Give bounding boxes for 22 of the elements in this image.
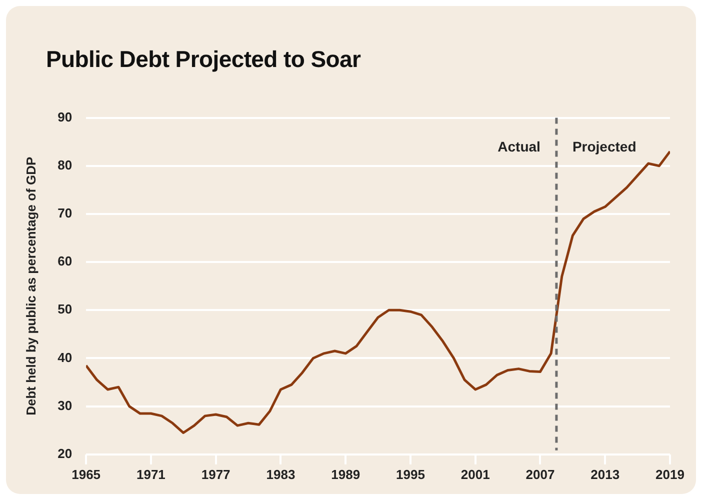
x-tick-label: 2019 — [656, 466, 684, 482]
y-tick-label: 40 — [58, 350, 72, 365]
y-tick-label: 20 — [58, 446, 72, 461]
x-tick-label: 1971 — [136, 466, 166, 482]
x-tick-label: 1995 — [396, 466, 425, 482]
y-axis-title: Debt held by public as percentage of GDP — [23, 156, 38, 416]
chart-title: Public Debt Projected to Soar — [46, 46, 361, 73]
y-tick-label: 30 — [58, 398, 72, 413]
x-tick-label: 1989 — [331, 466, 360, 482]
y-tick-label: 80 — [58, 157, 72, 172]
annotation: Projected — [572, 138, 636, 155]
x-tick-label: 2007 — [526, 466, 555, 482]
x-tick-label: 1965 — [72, 466, 101, 482]
x-tick-label: 1983 — [266, 466, 296, 482]
y-tick-label: 70 — [58, 206, 72, 221]
x-tick-label: 2013 — [590, 466, 620, 482]
y-tick-label: 50 — [58, 302, 72, 317]
x-tick-label: 2001 — [460, 466, 490, 482]
y-tick-label: 60 — [58, 254, 72, 269]
annotation: Actual — [498, 138, 540, 155]
x-tick-label: 1977 — [201, 466, 230, 482]
y-tick-label: 90 — [58, 109, 72, 124]
